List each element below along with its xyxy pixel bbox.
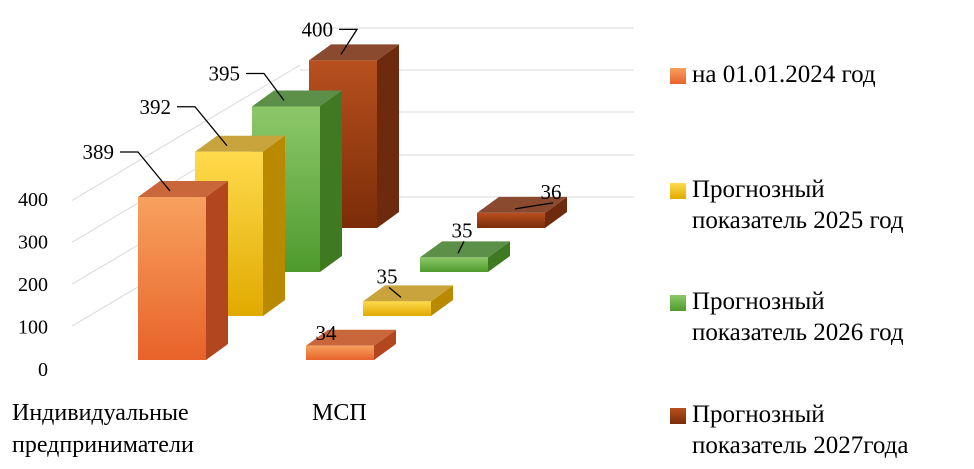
data-label: 35 (452, 218, 473, 242)
y-tick-label: 200 (18, 274, 48, 296)
bar-front (363, 301, 431, 316)
bar-front (420, 257, 488, 272)
bar-front (477, 213, 545, 228)
category-labels: Индивидуальные предприниматели МСП (12, 400, 367, 458)
legend-swatch (670, 68, 686, 84)
data-label: 34 (316, 321, 338, 345)
category-label: Индивидуальные предприниматели (12, 400, 194, 458)
legend-item: Прогнозный показатель 2026 год (670, 286, 904, 348)
bars (138, 44, 567, 360)
legend-swatch (670, 183, 686, 199)
legend-label: Прогнозный показатель 2026 год (692, 286, 904, 348)
data-label: 400 (302, 17, 334, 41)
category-label: МСП (312, 400, 367, 426)
data-label: 392 (140, 95, 172, 119)
y-tick-label: 300 (18, 232, 48, 254)
legend-item: Прогнозный показатель 2025 год (670, 174, 904, 236)
legend-swatch (670, 408, 686, 424)
legend-label: на 01.01.2024 год (692, 59, 876, 90)
y-axis-tick-labels: 0 100 200 300 400 (18, 189, 48, 381)
bar-front (138, 197, 206, 360)
legend-label: Прогнозный показатель 2027года (692, 399, 908, 461)
y-tick-label: 0 (38, 359, 48, 381)
y-tick-label: 100 (18, 317, 48, 339)
data-label: 395 (209, 61, 241, 85)
data-label: 35 (377, 264, 398, 288)
bar-side (206, 181, 228, 360)
bar-side (320, 90, 342, 272)
bar-1-1 (138, 181, 228, 360)
bar-side (377, 44, 399, 228)
bar-side (263, 136, 285, 316)
bar-3-2 (420, 241, 510, 272)
bar-2-2 (363, 285, 453, 316)
chart-legend: на 01.01.2024 год Прогнозный показатель 2… (670, 0, 974, 469)
data-label: 389 (83, 140, 115, 164)
legend-swatch (670, 295, 686, 311)
bar-front (306, 346, 374, 360)
y-tick-label: 400 (18, 189, 48, 211)
legend-item: Прогнозный показатель 2027года (670, 399, 908, 461)
legend-label: Прогнозный показатель 2025 год (692, 174, 904, 236)
data-label: 36 (541, 180, 562, 204)
legend-item: на 01.01.2024 год (670, 59, 876, 90)
